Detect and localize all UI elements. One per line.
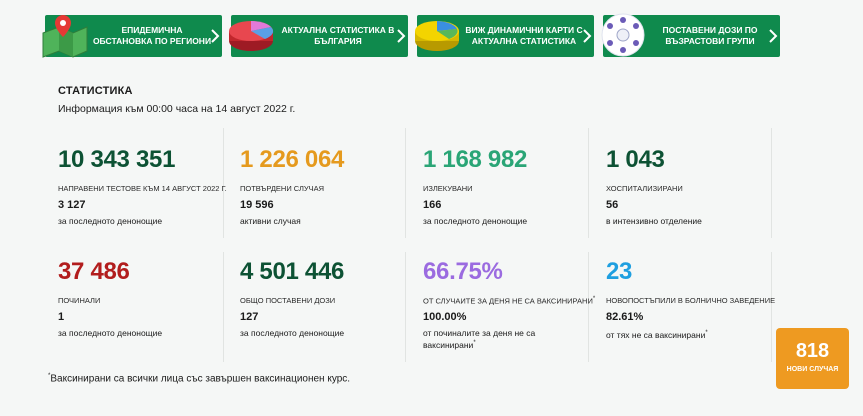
stat-note: в интензивно отделение [606,216,702,226]
new-cases-value: 818 [795,340,830,362]
new-cases-badge[interactable]: 818 НОВИ СЛУЧАЯ [776,328,849,389]
stat-caption: ИЗЛЕКУВАНИ [423,184,473,193]
stat-caption: ХОСПИТАЛИЗИРАНИ [606,184,683,193]
stat-subvalue: 166 [423,199,442,211]
stat-value: 37 486 [58,258,130,285]
pie-chart-red-icon [229,21,274,51]
stat-subvalue: 127 [240,311,259,323]
top-navigation: ЕПИДЕМИЧНА ОБСТАНОВКА ПО РЕГИОНИ АКТУАЛН… [42,13,780,58]
chevron-right-icon [583,29,592,43]
stat-card-deceased: 37 486 ПОЧИНАЛИ 1 за последното денонощи… [58,252,224,362]
stat-card-doses: 4 501 446 ОБЩО ПОСТАВЕНИ ДОЗИ 127 за пос… [240,252,406,362]
stat-subvalue: 3 127 [58,199,86,211]
stat-value: 4 501 446 [240,258,345,285]
stat-value: 1 168 982 [423,146,528,173]
stat-note: от починалите за деня не са ваксинирани* [423,328,536,350]
stat-caption: НОВОПОСТЪПИЛИ В БОЛНИЧНО ЗАВЕДЕНИЕ [606,296,776,305]
stat-card-tests: 10 343 351 НАПРАВЕНИ ТЕСТОВЕ КЪМ 14 АВГУ… [58,128,227,238]
stat-card-recovered: 1 168 982 ИЗЛЕКУВАНИ 166 за последното д… [423,128,589,238]
stat-note: от тях не са ваксинирани* [606,329,708,340]
map-pin-icon [42,15,88,58]
stat-subvalue: 100.00% [423,311,467,323]
stat-value: 1 043 [606,146,665,173]
new-cases-label: НОВИ СЛУЧАЯ [786,366,839,373]
stat-caption: ОТ СЛУЧАИТЕ ЗА ДЕНЯ НЕ СА ВАКСИНИРАНИ* [423,296,596,306]
nav-button-doses-by-age[interactable]: ПОСТАВЕНИ ДОЗИ ПО ВЪЗРАСТОВИ ГРУПИ [601,13,780,57]
stat-note: активни случая [240,216,301,226]
stat-note: за последното денонощие [58,216,163,226]
nav-button-statistics[interactable]: АКТУАЛНА СТАТИСТИКА В БЪЛГАРИЯ [229,15,408,57]
stat-subvalue: 1 [58,311,65,323]
stat-card-unvaccinated-cases: 66.75% ОТ СЛУЧАИТЕ ЗА ДЕНЯ НЕ СА ВАКСИНИ… [423,252,595,362]
stat-caption: ПОТВЪРДЕНИ СЛУЧАЯ [240,184,325,193]
vaccination-footnote: *Ваксинирани са всички лица със завършен… [48,373,351,385]
stat-subvalue: 82.61% [606,311,644,323]
section-subtitle: Информация към 00:00 часа на 14 август 2… [58,103,296,115]
stat-caption: ПОЧИНАЛИ [58,296,101,305]
stat-value: 66.75% [423,258,503,285]
stat-value: 10 343 351 [58,146,176,173]
chevron-right-icon [211,29,220,43]
stat-card-new-hospital: 23 НОВОПОСТЪПИЛИ В БОЛНИЧНО ЗАВЕДЕНИЕ 82… [606,252,776,362]
people-circle-icon [601,13,645,57]
stat-card-confirmed: 1 226 064 ПОТВЪРДЕНИ СЛУЧАЯ 19 596 актив… [240,128,406,238]
stat-note: за последното денонощие [423,216,528,226]
stat-caption: ОБЩО ПОСТАВЕНИ ДОЗИ [240,296,336,305]
section-title: СТАТИСТИКА [58,85,133,97]
stat-subvalue: 56 [606,199,619,211]
stat-note: за последното денонощие [58,328,163,338]
nav-button-label: ВИЖ ДИНАМИЧНИ КАРТИ С АКТУАЛНА СТАТИСТИК… [465,25,583,46]
nav-button-label: ПОСТАВЕНИ ДОЗИ ПО ВЪЗРАСТОВИ ГРУПИ [662,25,758,46]
chevron-right-icon [397,29,406,43]
nav-button-label: АКТУАЛНА СТАТИСТИКА В БЪЛГАРИЯ [281,25,395,46]
stat-note: за последното денонощие [240,328,345,338]
stat-value: 1 226 064 [240,146,345,173]
stat-value: 23 [606,258,633,285]
stat-card-hospitalized: 1 043 ХОСПИТАЛИЗИРАНИ 56 в интензивно от… [606,128,772,238]
chevron-right-icon [769,29,778,43]
nav-button-label: ЕПИДЕМИЧНА ОБСТАНОВКА ПО РЕГИОНИ [92,25,212,46]
stat-subvalue: 19 596 [240,199,274,211]
pie-chart-yellow-icon [415,21,459,51]
nav-button-dynamic-maps[interactable]: ВИЖ ДИНАМИЧНИ КАРТИ С АКТУАЛНА СТАТИСТИК… [415,15,594,57]
stat-caption: НАПРАВЕНИ ТЕСТОВЕ КЪМ 14 АВГУСТ 2022 Г. [58,184,227,193]
nav-button-regions[interactable]: ЕПИДЕМИЧНА ОБСТАНОВКА ПО РЕГИОНИ [42,15,222,58]
